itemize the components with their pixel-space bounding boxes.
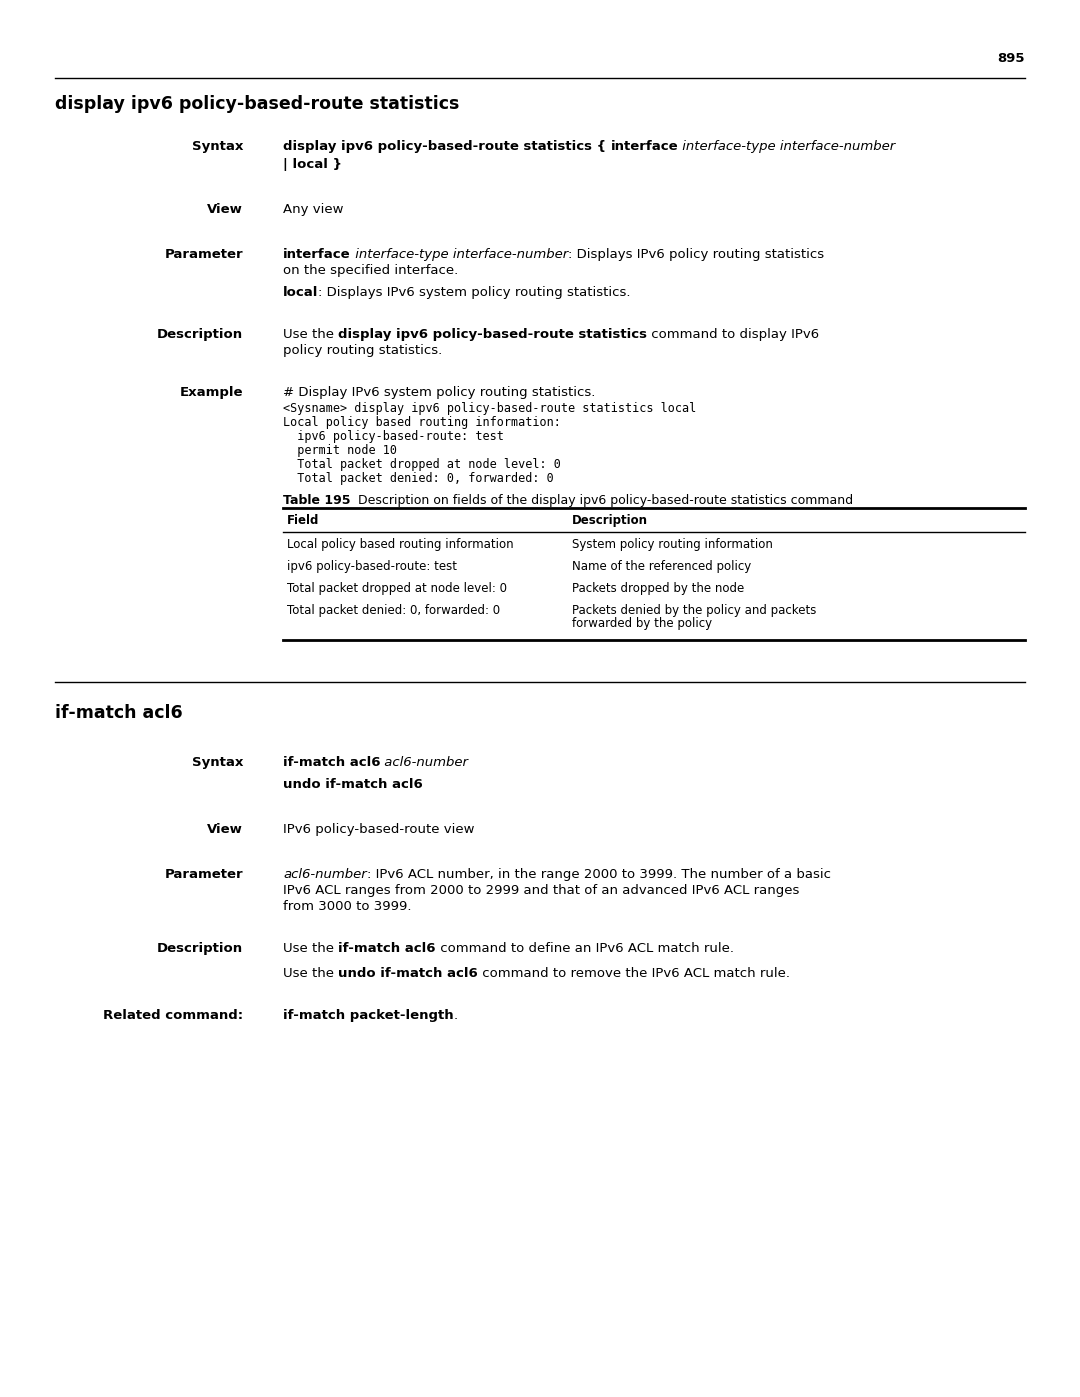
Text: View: View (207, 823, 243, 835)
Text: | local }: | local } (283, 158, 342, 170)
Text: ipv6 policy-based-route: test: ipv6 policy-based-route: test (283, 430, 504, 443)
Text: display ipv6 policy-based-route statistics {: display ipv6 policy-based-route statisti… (283, 140, 611, 154)
Text: undo if-match acl6: undo if-match acl6 (283, 778, 422, 791)
Text: Related command:: Related command: (103, 1009, 243, 1023)
Text: Total packet dropped at node level: 0: Total packet dropped at node level: 0 (287, 583, 507, 595)
Text: Syntax: Syntax (191, 756, 243, 768)
Text: Name of the referenced policy: Name of the referenced policy (572, 560, 752, 573)
Text: local: local (283, 286, 319, 299)
Text: Description on fields of the display ipv6 policy-based-route statistics command: Description on fields of the display ipv… (351, 495, 853, 507)
Text: IPv6 policy-based-route view: IPv6 policy-based-route view (283, 823, 474, 835)
Text: interface: interface (611, 140, 678, 154)
Text: Description: Description (157, 942, 243, 956)
Text: System policy routing information: System policy routing information (572, 538, 773, 550)
Text: Description: Description (572, 514, 648, 527)
Text: permit node 10: permit node 10 (283, 444, 397, 457)
Text: IPv6 ACL ranges from 2000 to 2999 and that of an advanced IPv6 ACL ranges: IPv6 ACL ranges from 2000 to 2999 and th… (283, 884, 799, 897)
Text: acl6-number: acl6-number (283, 868, 367, 882)
Text: if-match packet-length: if-match packet-length (283, 1009, 454, 1023)
Text: : Displays IPv6 system policy routing statistics.: : Displays IPv6 system policy routing st… (319, 286, 631, 299)
Text: 895: 895 (998, 52, 1025, 66)
Text: .: . (454, 1009, 458, 1023)
Text: interface: interface (283, 249, 351, 261)
Text: if-match acl6: if-match acl6 (283, 756, 380, 768)
Text: undo if-match acl6: undo if-match acl6 (338, 967, 478, 981)
Text: Use the: Use the (283, 967, 338, 981)
Text: if-match acl6: if-match acl6 (338, 942, 435, 956)
Text: Parameter: Parameter (164, 868, 243, 882)
Text: interface-type interface-number: interface-type interface-number (351, 249, 568, 261)
Text: : Displays IPv6 policy routing statistics: : Displays IPv6 policy routing statistic… (568, 249, 824, 261)
Text: Packets denied by the policy and packets: Packets denied by the policy and packets (572, 604, 816, 617)
Text: Table 195: Table 195 (283, 495, 351, 507)
Text: Total packet denied: 0, forwarded: 0: Total packet denied: 0, forwarded: 0 (287, 604, 500, 617)
Text: Parameter: Parameter (164, 249, 243, 261)
Text: from 3000 to 3999.: from 3000 to 3999. (283, 900, 411, 914)
Text: policy routing statistics.: policy routing statistics. (283, 344, 442, 358)
Text: ipv6 policy-based-route: test: ipv6 policy-based-route: test (287, 560, 457, 573)
Text: display ipv6 policy-based-route statistics: display ipv6 policy-based-route statisti… (338, 328, 647, 341)
Text: Description: Description (157, 328, 243, 341)
Text: Total packet denied: 0, forwarded: 0: Total packet denied: 0, forwarded: 0 (283, 472, 554, 485)
Text: display ipv6 policy-based-route statistics: display ipv6 policy-based-route statisti… (55, 95, 459, 113)
Text: # Display IPv6 system policy routing statistics.: # Display IPv6 system policy routing sta… (283, 386, 595, 400)
Text: command to display IPv6: command to display IPv6 (647, 328, 820, 341)
Text: if-match acl6: if-match acl6 (55, 704, 183, 722)
Text: Local policy based routing information: Local policy based routing information (287, 538, 514, 550)
Text: Field: Field (287, 514, 320, 527)
Text: Packets dropped by the node: Packets dropped by the node (572, 583, 744, 595)
Text: Use the: Use the (283, 942, 338, 956)
Text: <Sysname> display ipv6 policy-based-route statistics local: <Sysname> display ipv6 policy-based-rout… (283, 402, 697, 415)
Text: command to remove the IPv6 ACL match rule.: command to remove the IPv6 ACL match rul… (478, 967, 789, 981)
Text: : IPv6 ACL number, in the range 2000 to 3999. The number of a basic: : IPv6 ACL number, in the range 2000 to … (367, 868, 831, 882)
Text: interface-type interface-number: interface-type interface-number (678, 140, 895, 154)
Text: forwarded by the policy: forwarded by the policy (572, 617, 712, 630)
Text: View: View (207, 203, 243, 217)
Text: acl6-number: acl6-number (380, 756, 469, 768)
Text: Local policy based routing information:: Local policy based routing information: (283, 416, 561, 429)
Text: Total packet dropped at node level: 0: Total packet dropped at node level: 0 (283, 458, 561, 471)
Text: Any view: Any view (283, 203, 343, 217)
Text: Syntax: Syntax (191, 140, 243, 154)
Text: Example: Example (179, 386, 243, 400)
Text: command to define an IPv6 ACL match rule.: command to define an IPv6 ACL match rule… (435, 942, 733, 956)
Text: on the specified interface.: on the specified interface. (283, 264, 458, 277)
Text: Use the: Use the (283, 328, 338, 341)
